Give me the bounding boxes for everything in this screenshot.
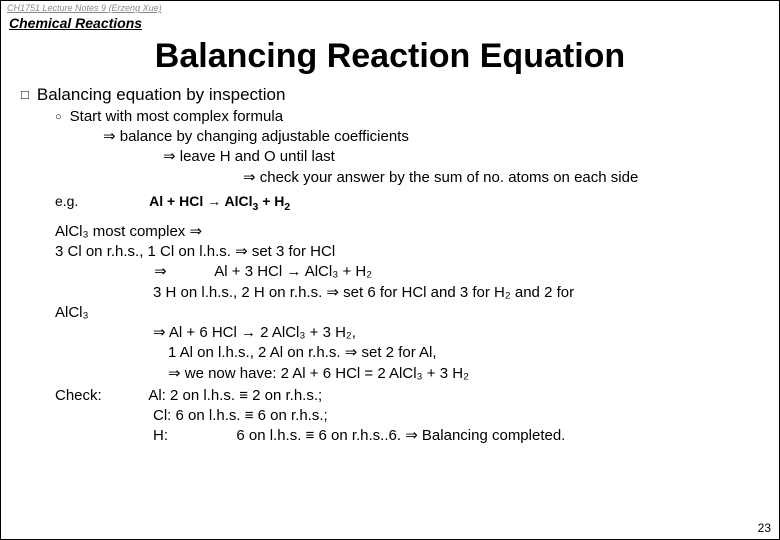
check-line: H: 6 on l.h.s. ≡ 6 on r.h.s..6. ⇒ Balanc… [13,426,769,446]
example-label: e.g. [55,192,145,211]
check-line: Cl: 6 on l.h.s. ≡ 6 on r.h.s.; [13,406,769,426]
text: check your answer by the sum of no. atom… [260,169,639,186]
work-line: 3 H on l.h.s., 2 H on r.h.s. ⇒ set 6 for… [13,283,769,303]
slide-page: CH1751 Lecture Notes 9 (Erzeng Xue) Chem… [0,0,780,540]
work-line: AlCl₃ most complex ⇒ [13,222,769,242]
work-line: 3 Cl on r.h.s., 1 Cl on l.h.s. ⇒ set 3 f… [13,242,769,262]
page-number: 23 [758,521,771,535]
topic-heading: Chemical Reactions [1,13,779,35]
bullet-level2: Start with most complex formula [13,107,769,127]
example-equation: Al + HCl → AlCl3 + H2 [149,193,290,209]
text: leave H and O until last [180,148,335,165]
work-line: 1 Al on l.h.s., 2 Al on r.h.s. ⇒ set 2 f… [13,343,769,363]
bullet-level3: ⇒ balance by changing adjustable coeffic… [13,127,769,147]
check-label: Check: [55,386,145,406]
check-row: Check: Al: 2 on l.h.s. ≡ 2 on r.h.s.; [13,386,769,406]
text: balance by changing adjustable coefficie… [120,128,409,145]
bullet-level4: ⇒ leave H and O until last [13,147,769,167]
page-title: Balancing Reaction Equation [1,37,779,76]
work-line: AlCl₃ [13,303,769,323]
work-line: ⇒ Al + 3 HCl → AlCl₃ + H₂ [13,262,769,282]
bullet-level1: Balancing equation by inspection [13,84,769,107]
element-label: H: [153,427,168,444]
work-line: ⇒ we now have: 2 Al + 6 HCl = 2 AlCl₃ + … [13,364,769,384]
arrow-icon: ⇒ [154,263,167,280]
check-final: 6 on l.h.s. ≡ 6 on r.h.s..6. ⇒ Balancing… [236,427,565,444]
check-line: Al: 2 on l.h.s. ≡ 2 on r.h.s.; [148,387,322,404]
example-row: e.g. Al + HCl → AlCl3 + H2 [13,192,769,214]
equation: Al + 3 HCl → AlCl₃ + H₂ [214,263,372,280]
content-block: Balancing equation by inspection Start w… [1,84,779,447]
header-note: CH1751 Lecture Notes 9 (Erzeng Xue) [1,1,779,13]
bullet-level5: ⇒ check your answer by the sum of no. at… [13,168,769,188]
work-line: ⇒ Al + 6 HCl → 2 AlCl₃ + 3 H₂, [13,323,769,343]
